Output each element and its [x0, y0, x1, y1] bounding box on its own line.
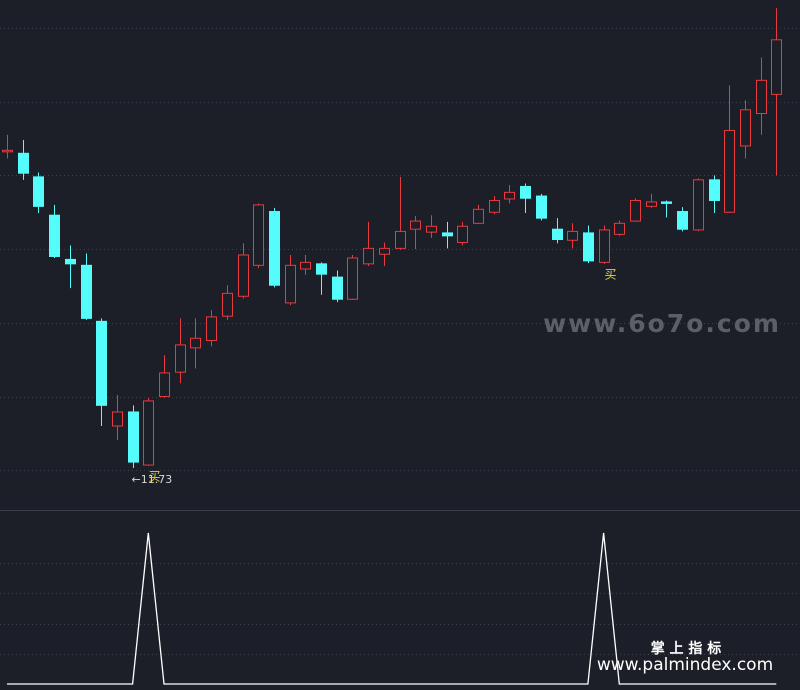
candle-body — [347, 257, 358, 300]
candle-body — [583, 232, 594, 262]
candle-body — [489, 199, 500, 213]
candle-body — [2, 149, 13, 153]
candle-body — [646, 201, 657, 207]
signal-label: 买 — [148, 469, 160, 483]
candle-body — [473, 208, 484, 224]
candle-body — [159, 372, 170, 398]
candle-body — [175, 344, 186, 373]
candle-body — [426, 225, 437, 233]
candle-body — [65, 258, 76, 265]
candle-body — [661, 201, 672, 204]
candle-body — [504, 191, 515, 200]
candle-body — [269, 211, 280, 286]
candle-body — [379, 247, 390, 255]
candle-body — [457, 225, 468, 243]
candle-body — [724, 129, 735, 213]
candle-body — [81, 264, 92, 319]
candle-body — [238, 254, 249, 297]
candle-body — [332, 276, 343, 300]
candle-body — [599, 229, 610, 263]
candle-body — [756, 79, 767, 114]
candle-body — [206, 316, 217, 341]
candle-body — [552, 228, 563, 241]
candle-body — [316, 263, 327, 275]
candle-body — [285, 264, 296, 304]
candle-body — [300, 261, 311, 270]
candle-body — [771, 39, 782, 95]
candle-body — [614, 222, 625, 235]
candle-body — [520, 185, 531, 199]
candle-body — [253, 204, 264, 266]
candle-body — [112, 411, 123, 427]
candle-body — [96, 320, 107, 406]
low-label: ←11.73 — [132, 473, 173, 486]
watermark: www.palmindex.com — [597, 655, 773, 675]
candle-body — [442, 232, 453, 237]
watermark: 掌 上 指 标 — [651, 640, 722, 657]
watermark: www.6o7o.com — [543, 309, 781, 338]
candle-body — [693, 179, 704, 231]
candle-body — [630, 199, 641, 222]
candle-body — [740, 109, 751, 147]
candle-body — [395, 230, 406, 249]
candle-body — [567, 230, 578, 241]
candle-body — [536, 195, 547, 219]
candle-body — [677, 211, 688, 230]
candle-body — [18, 152, 29, 174]
candle-body — [143, 400, 154, 466]
candle-body — [222, 292, 233, 317]
candle-body — [709, 179, 720, 201]
candle-body — [33, 176, 44, 207]
indicator-line — [7, 532, 777, 685]
candle-body — [363, 247, 374, 265]
candle-body — [410, 220, 421, 230]
signal-label: 买 — [604, 267, 616, 281]
candle-body — [190, 337, 201, 349]
candle-body — [49, 214, 60, 257]
candle-body — [128, 411, 139, 463]
